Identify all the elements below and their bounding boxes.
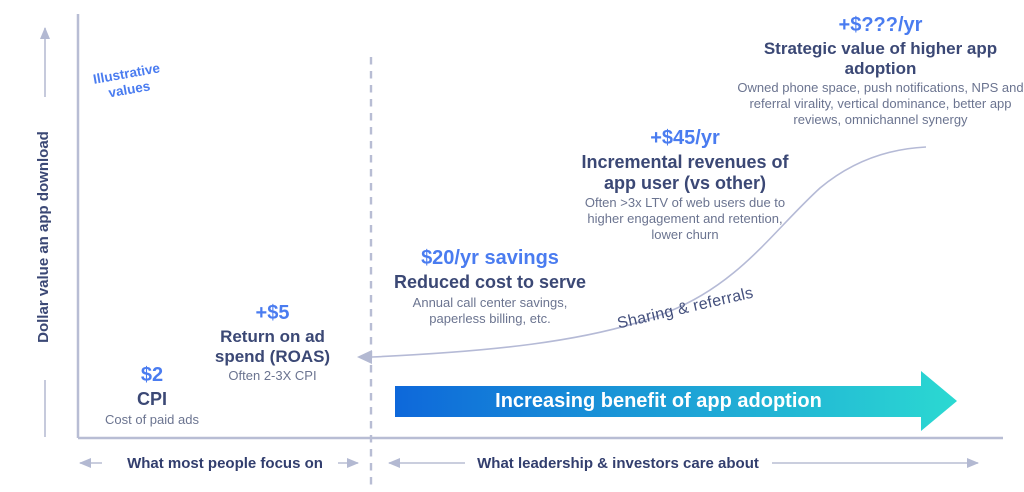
annotation-cost-to-serve: $20/yr savings Reduced cost to serve Ann… bbox=[380, 247, 600, 326]
annotation-value: +$5 bbox=[255, 302, 290, 324]
annotation-description: Owned phone space, push notifications, N… bbox=[737, 80, 1024, 127]
increasing-benefit-arrow bbox=[395, 371, 957, 431]
annotation-value: $20/yr savings bbox=[421, 247, 559, 269]
annotation-title: Reduced cost to serve bbox=[393, 272, 587, 292]
annotation-roas: +$5 Return on ad spend (ROAS) Often 2-3X… bbox=[205, 302, 340, 384]
y-axis-label: Dollar value an app download bbox=[35, 131, 52, 343]
annotation-value: +$???/yr bbox=[838, 14, 923, 36]
curve-left-arrowhead-icon bbox=[357, 350, 372, 364]
annotation-value: $2 bbox=[140, 364, 164, 386]
annotation-title: CPI bbox=[136, 389, 167, 409]
annotation-title: Strategic value of higher app adoption bbox=[763, 39, 998, 78]
annotation-title: Return on ad spend (ROAS) bbox=[214, 327, 331, 366]
annotation-description: Often >3x LTV of web users due to higher… bbox=[584, 195, 786, 243]
annotation-description: Often 2-3X CPI bbox=[228, 368, 317, 384]
annotation-value: +$45/yr bbox=[650, 127, 720, 149]
annotation-strategic-value: +$???/yr Strategic value of higher app a… bbox=[733, 14, 1024, 128]
adoption-s-curve bbox=[371, 146, 927, 358]
annotation-cpi: $2 CPI Cost of paid ads bbox=[82, 364, 222, 428]
bottom-right-span-label: What leadership & investors care about bbox=[477, 455, 759, 472]
annotation-description: Cost of paid ads bbox=[105, 411, 199, 427]
annotation-description: Annual call center savings, paperless bi… bbox=[412, 294, 568, 326]
increasing-benefit-arrow-label: Increasing benefit of app adoption bbox=[495, 390, 822, 412]
bottom-left-span-label: What most people focus on bbox=[127, 455, 323, 472]
annotation-title: Incremental revenues of app user (vs oth… bbox=[581, 152, 789, 193]
annotation-incremental-revenues: +$45/yr Incremental revenues of app user… bbox=[565, 127, 805, 243]
